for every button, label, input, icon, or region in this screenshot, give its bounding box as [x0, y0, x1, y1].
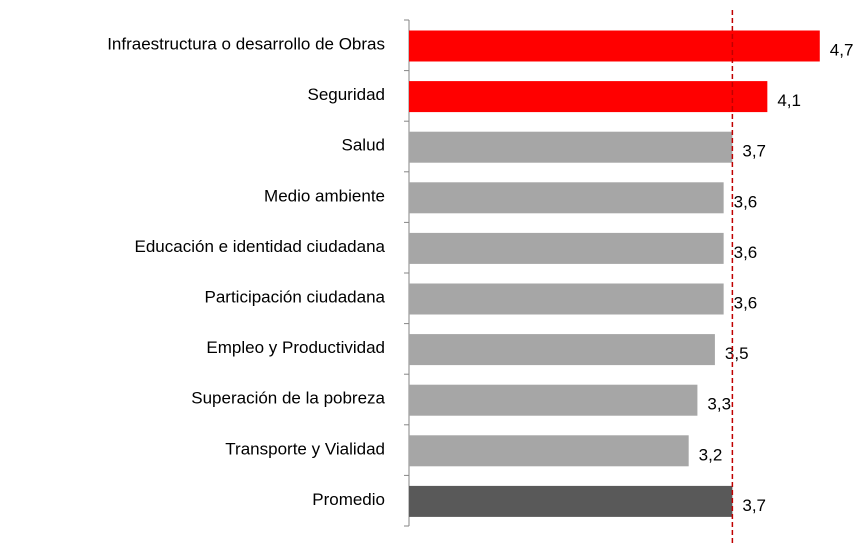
- bar: [409, 485, 733, 517]
- bar: [409, 232, 724, 264]
- bar: [409, 131, 733, 163]
- category-label: Seguridad: [307, 85, 385, 104]
- bar: [409, 334, 715, 366]
- category-label: Transporte y Vialidad: [225, 439, 385, 458]
- value-label: 4,1: [777, 91, 801, 110]
- value-label: 3,6: [734, 243, 758, 262]
- value-label: 3,2: [699, 445, 723, 464]
- value-label: 3,7: [742, 142, 766, 161]
- value-label: 3,3: [707, 395, 731, 414]
- bar: [409, 384, 698, 416]
- category-label: Salud: [342, 136, 385, 155]
- category-label: Superación de la pobreza: [191, 389, 385, 408]
- category-label: Educación e identidad ciudadana: [135, 237, 386, 256]
- value-label: 4,7: [830, 40, 854, 59]
- bar: [409, 81, 768, 113]
- bar: [409, 283, 724, 315]
- category-label: Infraestructura o desarrollo de Obras: [107, 34, 385, 53]
- value-label: 3,6: [734, 293, 758, 312]
- bar: [409, 182, 724, 214]
- bar: [409, 435, 689, 467]
- category-label: Promedio: [312, 490, 385, 509]
- category-label: Empleo y Productividad: [206, 338, 385, 357]
- value-label: 3,6: [734, 192, 758, 211]
- value-label: 3,7: [742, 496, 766, 515]
- category-label: Medio ambiente: [264, 186, 385, 205]
- value-label: 3,5: [725, 344, 749, 363]
- category-label: Participación ciudadana: [204, 287, 385, 306]
- bar: [409, 30, 820, 62]
